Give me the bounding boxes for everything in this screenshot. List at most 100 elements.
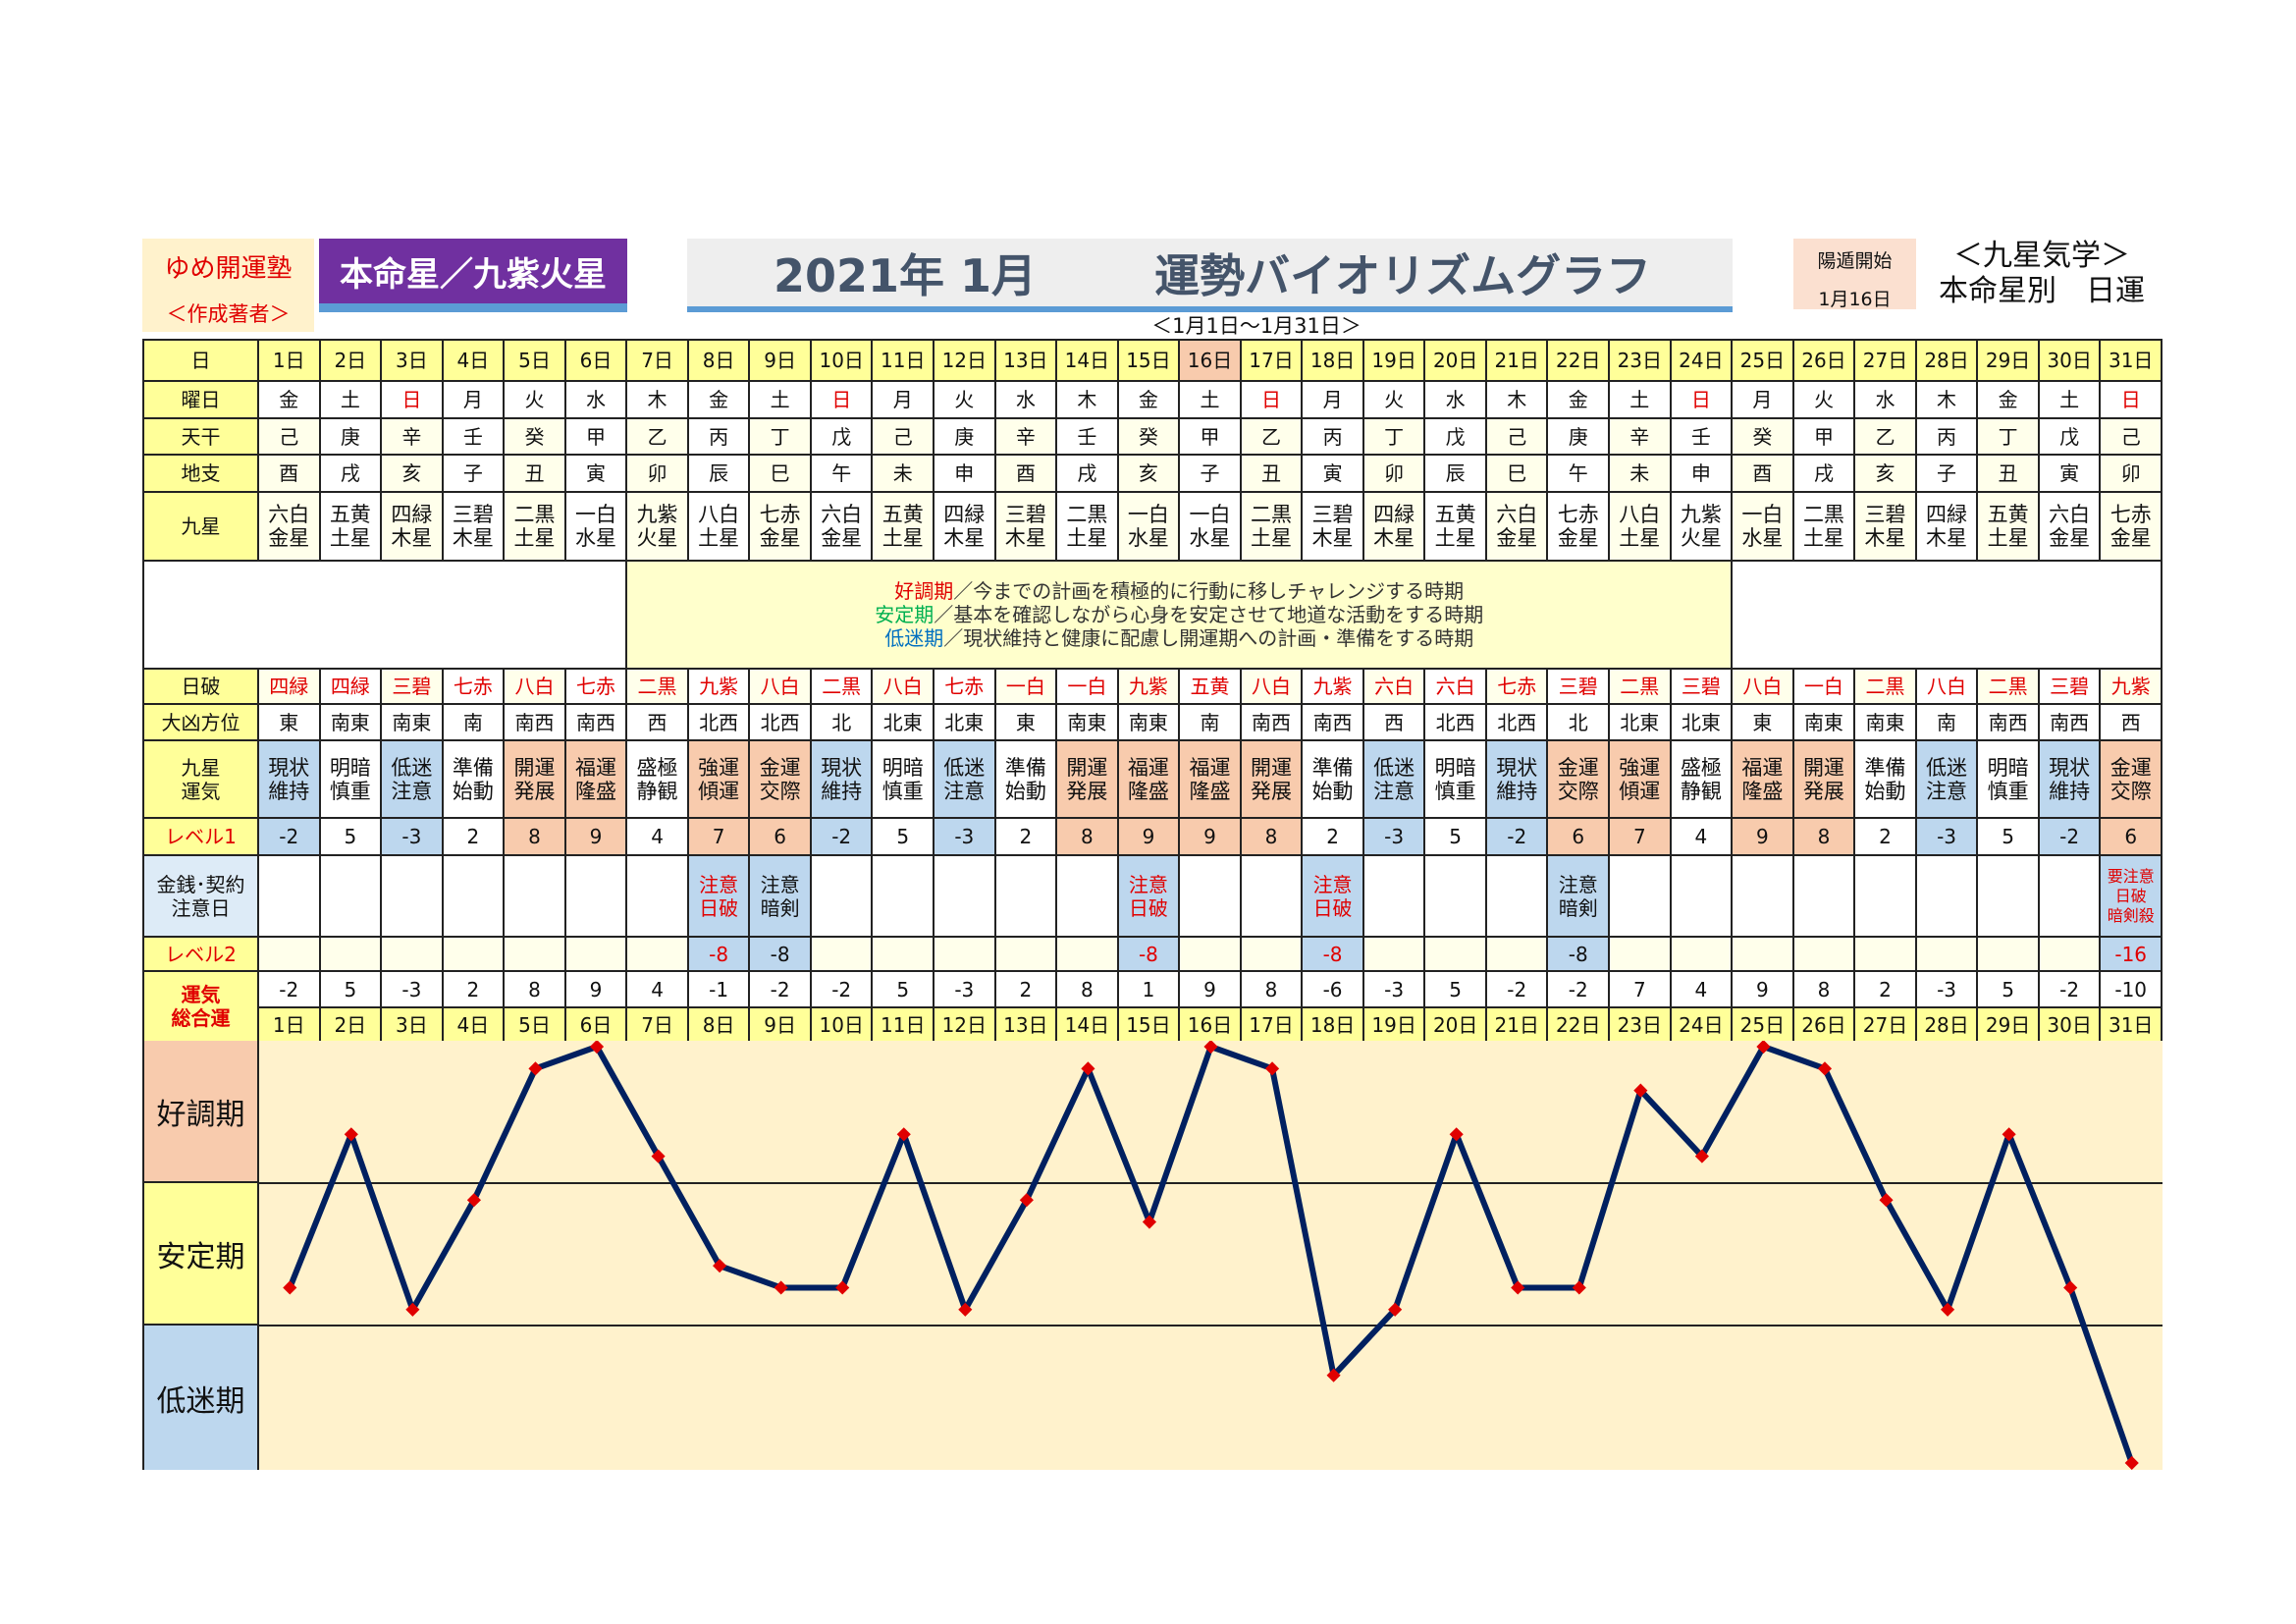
- biorhythm-chart: 好調期 安定期 低迷期: [142, 1041, 2163, 1470]
- cell-line: 八白: [698, 503, 740, 526]
- hagyo-cell: 二黒: [1976, 668, 2040, 705]
- hagyo-cell: 三碧: [1546, 668, 1611, 705]
- level1-cell: 9: [1178, 817, 1242, 856]
- level1-cell: 5: [318, 817, 383, 856]
- cell-line: 福運: [575, 755, 616, 780]
- shi-cell: 午: [1546, 454, 1611, 493]
- total-cell: -2: [1484, 970, 1549, 1008]
- level1-cell: -2: [809, 817, 874, 856]
- label-money: 金銭･契約 注意日: [142, 854, 259, 938]
- shi-cell: 戌: [1055, 454, 1119, 493]
- star-cell: 三碧 木星: [441, 491, 506, 562]
- day-header: 31日: [2099, 339, 2163, 382]
- weekday-cell: 金: [1546, 380, 1611, 419]
- data-point-31日: [2124, 1455, 2139, 1470]
- cell-line: 低迷: [943, 755, 986, 780]
- day-footer: 22日: [1546, 1006, 1611, 1043]
- cell-line: 隆盛: [575, 779, 616, 803]
- kan-cell: 辛: [380, 417, 444, 456]
- day-header-row: 日 1日 2日 3日 4日 5日 6日 7日 8日 9日 10日 11日 12日 13日 14日 15日 16日…: [142, 339, 2163, 382]
- money-caution-cell: [809, 854, 874, 938]
- cell-line: 九紫: [1680, 503, 1722, 526]
- cell-line: 総合運: [171, 1006, 231, 1030]
- hagyo-cell: 二黒: [809, 668, 874, 705]
- data-point-12日: [958, 1302, 973, 1317]
- cell-line: 木星: [1004, 526, 1046, 550]
- direction-cell: 南東: [380, 703, 444, 741]
- star-cell: 六白 金星: [809, 491, 874, 562]
- money-caution-cell: [871, 854, 935, 938]
- cell-line: 三碧: [1004, 503, 1046, 526]
- weekday-cell: 水: [993, 380, 1058, 419]
- cell-line: 発展: [1066, 779, 1108, 803]
- total-cell: -2: [2037, 970, 2102, 1008]
- star-cell: 六白 金星: [1484, 491, 1549, 562]
- fortune-cell: 現状 維持: [1484, 739, 1549, 819]
- cell-line: 維持: [2049, 779, 2091, 803]
- day-footer: 25日: [1731, 1006, 1794, 1043]
- cell-line: 日破: [699, 895, 739, 920]
- fortune-cell: 盛極 静観: [1669, 739, 1734, 819]
- cell-line: 盛極: [1680, 755, 1722, 780]
- total-cell: 4: [625, 970, 689, 1008]
- label-star: 九星: [142, 491, 259, 562]
- level1-cell: 2: [441, 817, 506, 856]
- cell-line: 六白: [821, 503, 863, 526]
- star-cell: 二黒 土星: [503, 491, 566, 562]
- shi-cell: 酉: [257, 454, 321, 493]
- weekday-cell: 木: [1914, 380, 1979, 419]
- level1-cell: -2: [1484, 817, 1549, 856]
- hagyo-cell: 六白: [1423, 668, 1487, 705]
- shi-cell: 戌: [1791, 454, 1856, 493]
- cell-line: 金星: [268, 526, 310, 550]
- kan-cell: 庚: [1546, 417, 1611, 456]
- legend-blank-right: [1731, 560, 2163, 670]
- day-footer: 18日: [1301, 1006, 1364, 1043]
- money-row: 金銭･契約 注意日 注意 日破 注意 暗剣 注意 日破 注意 日破 注意 暗剣 要注意 日破 暗剣殺: [142, 854, 2163, 938]
- data-point-20日: [1449, 1127, 1464, 1142]
- hagyo-cell: 二黒: [1853, 668, 1917, 705]
- kan-cell: 庚: [933, 417, 996, 456]
- cell-line: 土星: [1251, 526, 1293, 550]
- direction-cell: 南西: [1239, 703, 1304, 741]
- weekday-cell: 火: [1791, 380, 1856, 419]
- kan-cell: 乙: [625, 417, 689, 456]
- cell-line: 七赤: [2109, 503, 2152, 526]
- legend-text: ／基本を確認しながら心身を安定させて地道な活動をする時期: [934, 603, 1484, 626]
- day-footer: 1日: [257, 1006, 321, 1043]
- cell-line: 始動: [452, 779, 494, 803]
- kan-cell: 癸: [1116, 417, 1181, 456]
- star-cell: 三碧 木星: [993, 491, 1058, 562]
- cell-line: 金星: [1557, 526, 1599, 550]
- cell-line: 六白: [1496, 503, 1538, 526]
- shi-cell: 午: [809, 454, 874, 493]
- total-cell: 9: [563, 970, 628, 1008]
- hagyo-cell: 三碧: [2037, 668, 2102, 705]
- weekday-cell: 火: [1362, 380, 1426, 419]
- direction-cell: 南西: [503, 703, 566, 741]
- cell-line: 慎重: [1434, 779, 1476, 803]
- cell-line: 土星: [513, 526, 556, 550]
- cell-line: 交際: [1557, 779, 1599, 803]
- cell-line: 運気: [181, 779, 221, 803]
- cell-line: 木星: [1926, 526, 1968, 550]
- shi-cell: 辰: [1423, 454, 1487, 493]
- money-caution-cell: [1484, 854, 1549, 938]
- kyusei-subtitle: 本命星別 日運: [1939, 274, 2145, 308]
- kan-cell: 丁: [748, 417, 812, 456]
- level2-cell: [318, 936, 383, 972]
- total-cell: 8: [1055, 970, 1119, 1008]
- kan-cell: 壬: [441, 417, 506, 456]
- cell-line: 七赤: [759, 503, 801, 526]
- cell-line: 注意: [1926, 779, 1968, 803]
- fortune-cell: 低迷 注意: [1362, 739, 1426, 819]
- fortune-cell: 低迷 注意: [1914, 739, 1979, 819]
- cell-line: 注意日: [171, 895, 231, 920]
- label-direction: 大凶方位: [142, 703, 259, 741]
- direction-cell: 南西: [1976, 703, 2040, 741]
- cell-line: 強運: [1619, 755, 1661, 780]
- cell-line: 木星: [452, 526, 494, 550]
- cell-line: 土星: [1434, 526, 1476, 550]
- kan-cell: 辛: [1608, 417, 1672, 456]
- day-footer: 27日: [1853, 1006, 1917, 1043]
